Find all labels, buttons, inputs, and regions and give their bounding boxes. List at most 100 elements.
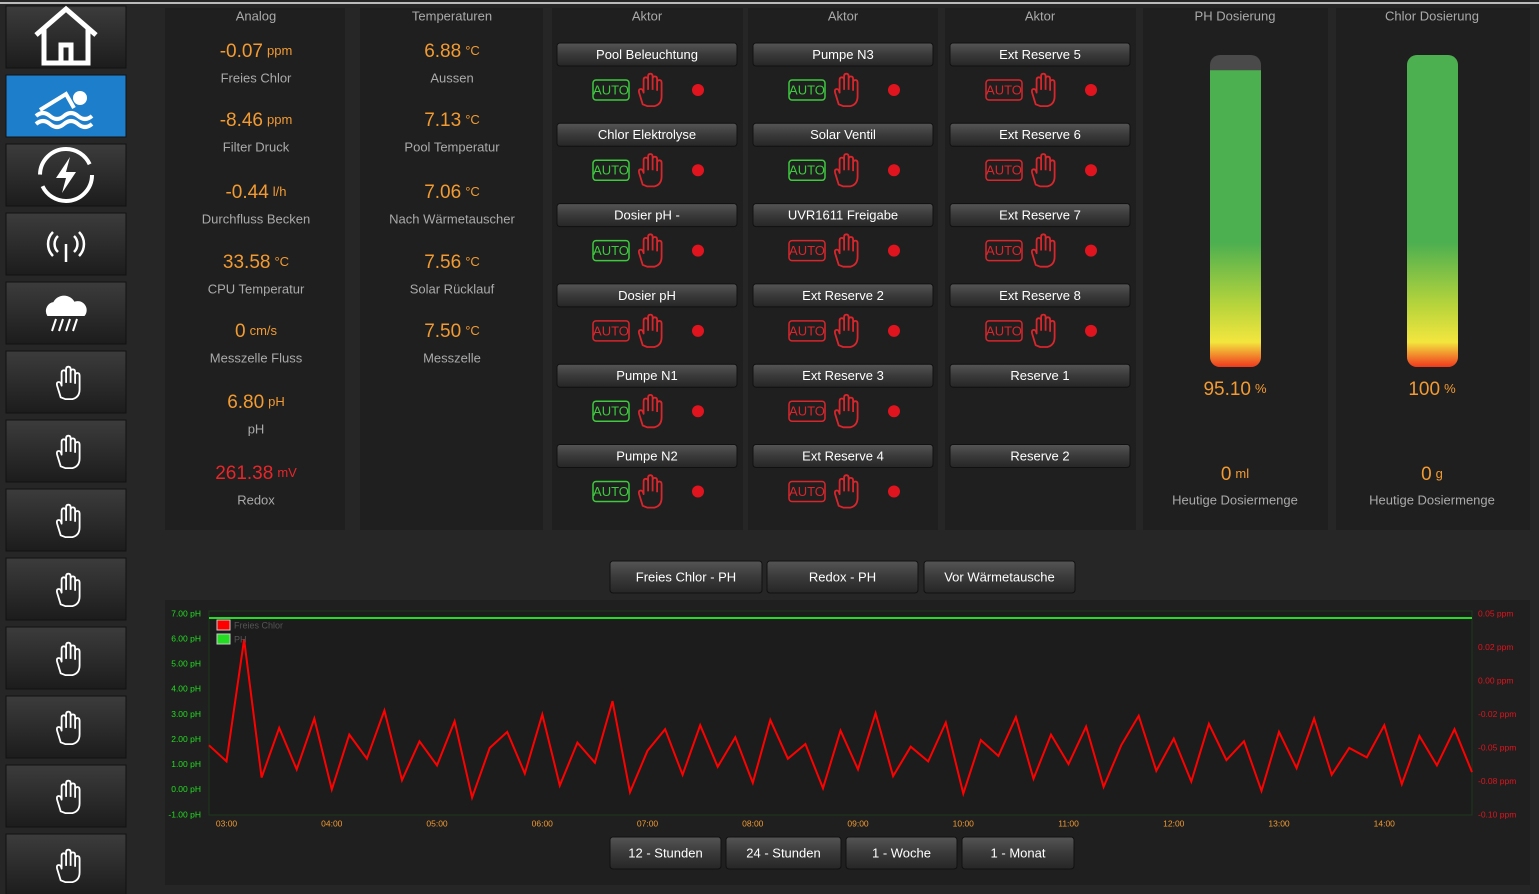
status-dot bbox=[888, 485, 900, 498]
nav-button[interactable] bbox=[5, 626, 127, 690]
button-bg bbox=[556, 203, 738, 228]
button-bg bbox=[949, 203, 1131, 228]
actor-button[interactable]: Pumpe N2 bbox=[556, 444, 738, 468]
auto-badge bbox=[985, 239, 1023, 262]
nav-button[interactable] bbox=[5, 419, 127, 483]
panel bbox=[552, 8, 743, 530]
auto-badge bbox=[788, 159, 826, 182]
button-label: 24 - Stunden bbox=[746, 845, 820, 860]
actor-button[interactable]: Solar Ventil bbox=[752, 122, 934, 147]
gauge-fill bbox=[1210, 70, 1261, 367]
button-label: Dosier pH bbox=[618, 288, 676, 303]
chart-select-button[interactable]: Freies Chlor - PH bbox=[609, 560, 763, 594]
y2-tick-label: 0.05 ppm bbox=[1478, 608, 1513, 618]
range-button[interactable]: 1 - Monat bbox=[961, 836, 1075, 870]
actor-button[interactable]: Chlor Elektrolyse bbox=[556, 122, 738, 147]
value-number: 7.50 bbox=[424, 321, 461, 342]
value-label: Durchfluss Becken bbox=[202, 211, 310, 226]
button-bg bbox=[556, 122, 738, 147]
auto-label: AUTO bbox=[593, 484, 629, 499]
nav-button[interactable] bbox=[5, 557, 127, 621]
actor-button[interactable]: UVR1611 Freigabe bbox=[752, 203, 934, 228]
auto-badge bbox=[985, 79, 1023, 101]
nav-button[interactable] bbox=[5, 833, 127, 894]
value: 7.56 °C bbox=[424, 252, 480, 273]
status-dot bbox=[888, 84, 900, 96]
sidebar bbox=[5, 5, 127, 894]
icon-ring bbox=[38, 147, 94, 203]
nav-button[interactable] bbox=[5, 350, 127, 414]
range-button[interactable]: 1 - Woche bbox=[845, 836, 958, 870]
column-title: PH Dosierung bbox=[1195, 8, 1276, 23]
x-tick-label: 10:00 bbox=[953, 818, 975, 828]
actor-button[interactable]: Ext Reserve 8 bbox=[949, 283, 1131, 308]
nav-button[interactable] bbox=[5, 281, 127, 345]
value-label: CPU Temperatur bbox=[208, 281, 305, 296]
value: 261.38 mV bbox=[215, 463, 297, 484]
value-label: pH bbox=[248, 421, 265, 436]
dose-amount: 0 ml bbox=[1221, 464, 1249, 485]
nav-button[interactable] bbox=[5, 143, 127, 207]
actor-button[interactable]: Pumpe N3 bbox=[752, 42, 934, 67]
nav-button[interactable] bbox=[5, 74, 127, 138]
button-label: Pumpe N2 bbox=[616, 448, 677, 463]
actor-button[interactable]: Ext Reserve 2 bbox=[752, 283, 934, 308]
x-tick-label: 08:00 bbox=[742, 818, 764, 828]
actor-button[interactable]: Dosier pH - bbox=[556, 203, 738, 228]
actor-button[interactable]: Pumpe N1 bbox=[556, 363, 738, 388]
status-dot bbox=[692, 324, 704, 337]
panel bbox=[945, 8, 1136, 530]
x-tick-label: 11:00 bbox=[1058, 818, 1079, 828]
auto-badge bbox=[592, 320, 630, 342]
auto-badge bbox=[788, 480, 826, 503]
actor-button[interactable]: Ext Reserve 4 bbox=[752, 444, 934, 468]
actor-button[interactable]: Reserve 2 bbox=[949, 444, 1131, 468]
actor-button[interactable]: Reserve 1 bbox=[949, 363, 1131, 388]
actor-button[interactable]: Ext Reserve 7 bbox=[949, 203, 1131, 228]
series-line bbox=[208, 639, 1473, 802]
button-label: 1 - Monat bbox=[991, 845, 1046, 860]
y-tick-label: 4.00 pH bbox=[171, 684, 201, 694]
dose-label: Heutige Dosiermenge bbox=[1172, 492, 1298, 507]
nav-button[interactable] bbox=[5, 5, 127, 69]
status-dot bbox=[1085, 164, 1097, 177]
status-dot bbox=[888, 324, 900, 337]
nav-button[interactable] bbox=[5, 764, 127, 828]
auto-badge bbox=[985, 320, 1023, 342]
nav-button[interactable] bbox=[5, 212, 127, 276]
chart-select-button[interactable]: Redox - PH bbox=[766, 560, 919, 594]
auto-label: AUTO bbox=[986, 243, 1022, 258]
range-button[interactable]: 12 - Stunden bbox=[609, 836, 722, 870]
dose-label: Heutige Dosiermenge bbox=[1369, 492, 1495, 507]
status-dot bbox=[692, 164, 704, 177]
button-label: Chlor Elektrolyse bbox=[598, 127, 696, 142]
auto-label: AUTO bbox=[789, 243, 825, 258]
icon-head bbox=[73, 91, 87, 105]
chart-select-button[interactable]: Vor Wärmetausche bbox=[923, 560, 1076, 594]
auto-label: AUTO bbox=[593, 163, 629, 178]
button-bg bbox=[949, 363, 1131, 388]
button-bg bbox=[845, 836, 958, 870]
auto-badge bbox=[592, 400, 630, 422]
auto-label: AUTO bbox=[986, 163, 1022, 178]
actor-button[interactable]: Ext Reserve 6 bbox=[949, 122, 1131, 147]
icon-cloud bbox=[45, 295, 87, 332]
actor-button[interactable]: Ext Reserve 3 bbox=[752, 363, 934, 388]
value: 7.50 °C bbox=[424, 321, 480, 342]
auto-label: AUTO bbox=[789, 163, 825, 178]
value: 6.80 pH bbox=[227, 392, 285, 413]
button-bg bbox=[961, 836, 1075, 870]
actor-button[interactable]: Ext Reserve 5 bbox=[949, 42, 1131, 67]
dose-unit: ml bbox=[1235, 466, 1249, 481]
button-label: UVR1611 Freigabe bbox=[788, 208, 898, 223]
nav-button[interactable] bbox=[5, 695, 127, 759]
plot-area bbox=[208, 610, 1473, 816]
nav-button[interactable] bbox=[5, 488, 127, 552]
value-label: Solar Rücklauf bbox=[410, 281, 495, 296]
actor-button[interactable]: Dosier pH bbox=[556, 283, 738, 308]
range-button[interactable]: 24 - Stunden bbox=[725, 836, 842, 870]
y2-tick-label: -0.08 ppm bbox=[1478, 776, 1516, 786]
actor-button[interactable]: Pool Beleuchtung bbox=[556, 42, 738, 67]
